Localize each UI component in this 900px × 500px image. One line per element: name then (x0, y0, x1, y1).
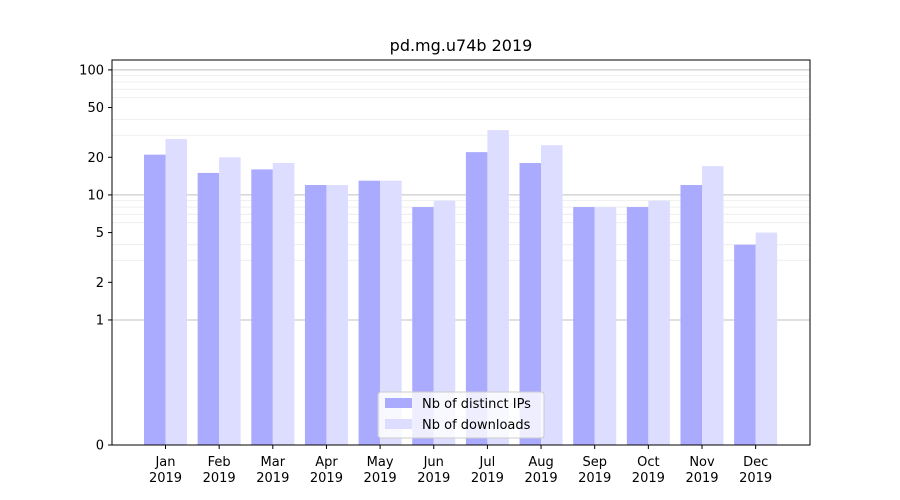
x-tick-label-month: Dec (743, 455, 768, 470)
bar-distinct-ips (304, 185, 327, 445)
plot-area-frame (111, 59, 811, 446)
x-tick-label-year: 2019 (471, 471, 504, 486)
chart-title: pd.mg.u74b 2019 (390, 36, 533, 55)
bar-downloads (541, 145, 563, 445)
legend-swatch-distinct-ips (385, 398, 412, 408)
legend-label-downloads: Nb of downloads (422, 418, 531, 433)
y-tick-label: 2 (96, 276, 104, 291)
y-tick-label: 100 (79, 63, 104, 78)
x-tick-label-year: 2019 (739, 471, 772, 486)
x-tick-label-month: Oct (637, 455, 659, 470)
bar-downloads (272, 163, 295, 445)
legend-box (377, 391, 545, 439)
x-tick-label-year: 2019 (256, 471, 289, 486)
x-tick-label-month: Aug (528, 455, 553, 470)
x-tick-label-month: Jun (423, 455, 444, 470)
y-tick-label: 5 (96, 226, 104, 241)
bar-distinct-ips (197, 172, 220, 445)
bar-distinct-ips (626, 207, 649, 445)
x-tick-label-year: 2019 (685, 471, 718, 486)
legend-swatch-downloads (385, 419, 412, 429)
bar-downloads (487, 130, 509, 445)
x-axis: Jan2019Feb2019Mar2019Apr2019May2019Jun20… (149, 445, 772, 486)
bar-distinct-ips (358, 180, 381, 445)
bar-downloads (594, 207, 617, 445)
bar-distinct-ips (519, 163, 542, 445)
x-tick-label-month: Mar (261, 455, 286, 470)
x-tick-label-month: Jan (154, 455, 175, 470)
y-tick-label: 50 (87, 101, 104, 116)
bar-downloads (165, 139, 187, 445)
x-tick-label-month: Feb (208, 455, 231, 470)
x-tick-label-year: 2019 (632, 471, 665, 486)
bar-downloads (326, 185, 348, 445)
y-tick-label: 20 (87, 151, 104, 166)
x-tick-label-year: 2019 (417, 471, 450, 486)
x-tick-label-year: 2019 (364, 471, 397, 486)
bar-distinct-ips (734, 244, 756, 445)
y-tick-label: 10 (87, 188, 104, 203)
x-tick-label-month: May (367, 455, 394, 470)
x-tick-label-year: 2019 (578, 471, 611, 486)
bar-distinct-ips (465, 152, 488, 445)
x-tick-label-month: Sep (582, 455, 607, 470)
bar-downloads (380, 180, 402, 445)
y-tick-label: 0 (96, 439, 104, 454)
bar-distinct-ips (680, 185, 702, 445)
bar-distinct-ips (573, 207, 595, 445)
x-tick-label-year: 2019 (203, 471, 236, 486)
bar-downloads (219, 157, 241, 445)
x-tick-label-month: Jul (479, 455, 496, 470)
bar-distinct-ips (412, 207, 434, 445)
bar-downloads (755, 232, 778, 445)
bar-downloads (648, 200, 670, 445)
legend: Nb of distinct IPs Nb of downloads (377, 391, 545, 439)
bar-downloads (433, 200, 456, 445)
x-tick-label-month: Apr (315, 455, 338, 470)
bar-distinct-ips (251, 169, 273, 445)
bars-group (144, 130, 778, 446)
x-tick-label-month: Nov (689, 455, 715, 470)
x-tick-label-year: 2019 (310, 471, 343, 486)
bar-downloads (702, 166, 724, 445)
x-tick-label-year: 2019 (525, 471, 558, 486)
y-axis: 0 1 2 5 10 20 50 100 (79, 63, 112, 454)
legend-label-distinct-ips: Nb of distinct IPs (422, 397, 531, 412)
bar-distinct-ips (144, 154, 166, 446)
x-tick-label-year: 2019 (149, 471, 182, 486)
y-tick-label: 1 (96, 313, 104, 328)
